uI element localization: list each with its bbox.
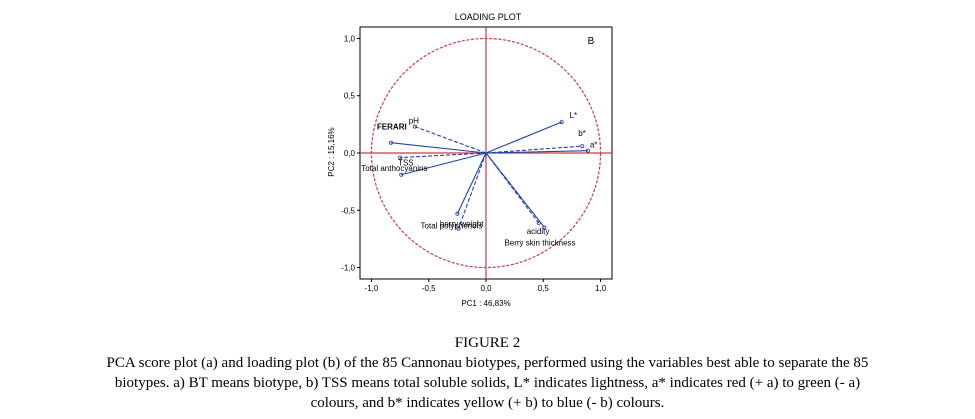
- chart-title: LOADING PLOT: [455, 12, 522, 22]
- variable-label: TSS: [398, 159, 414, 168]
- y-tick-label: 0,5: [344, 92, 356, 101]
- x-tick-label: -0,5: [422, 284, 436, 293]
- x-tick-label: 1,0: [595, 284, 607, 293]
- x-tick-label: -1,0: [365, 284, 379, 293]
- loading-point: [580, 144, 585, 149]
- loading-point: [585, 148, 590, 153]
- loading-vector: [485, 150, 588, 154]
- loading-vector: [485, 121, 562, 154]
- loading-point: [412, 124, 417, 129]
- y-axis-label: PC2 : 15,16%: [327, 127, 336, 176]
- loading-vector: [456, 152, 487, 214]
- variable-label: a*: [590, 141, 598, 150]
- loading-point: [388, 140, 393, 145]
- loading-vector: [401, 152, 487, 176]
- variable-label: pH: [409, 117, 419, 126]
- y-tick-label: -0,5: [341, 206, 355, 215]
- variable-label: b*: [578, 129, 586, 138]
- variable-label: acidity: [527, 227, 550, 236]
- variable-label: Total anthocyanins: [361, 164, 427, 173]
- loading-vector: [485, 152, 545, 228]
- caption-line: PCA score plot (a) and loading plot (b) …: [106, 355, 869, 371]
- loading-vector: [485, 145, 583, 154]
- loading-point: [542, 225, 547, 230]
- loading-point: [398, 155, 403, 160]
- variable-label: Berry skin thickness: [504, 238, 575, 247]
- panel-label: B: [588, 36, 595, 47]
- loading-vector: [414, 126, 487, 154]
- caption-line: biotypes. a) BT means biotype, b) TSS me…: [114, 375, 861, 391]
- loading-point: [399, 172, 404, 177]
- loading-point: [559, 120, 564, 125]
- y-tick-label: 1,0: [344, 34, 356, 43]
- variable-label: Total polyphenols: [421, 222, 483, 231]
- loading-point: [455, 211, 460, 216]
- loading-vector: [457, 152, 487, 229]
- x-tick-label: 0,5: [538, 284, 550, 293]
- figure-number: FIGURE 2: [454, 335, 521, 351]
- loading-vector: [400, 152, 487, 159]
- loading-point: [456, 226, 461, 231]
- variable-label: L*: [570, 111, 578, 120]
- figure-caption: PCA score plot (a) and loading plot (b) …: [0, 353, 975, 413]
- caption-line: colours, and b* indicates yellow (+ b) t…: [310, 395, 665, 411]
- x-tick-label: 0,0: [480, 284, 492, 293]
- variable-label: berry weight: [440, 220, 484, 229]
- loading-vector: [390, 142, 487, 154]
- y-tick-label: -1,0: [341, 264, 355, 273]
- y-tick-label: 0,0: [344, 149, 356, 158]
- x-axis-label: PC1 : 46,83%: [461, 299, 510, 308]
- variable-label: FERARI: [377, 123, 407, 132]
